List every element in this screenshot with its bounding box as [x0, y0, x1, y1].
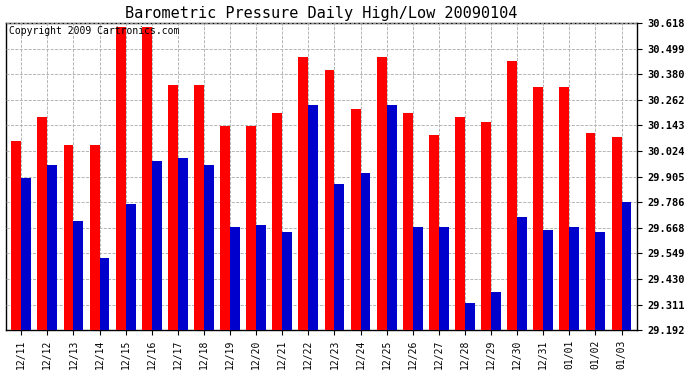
Bar — [429, 135, 439, 330]
Bar — [168, 85, 178, 330]
Bar — [99, 258, 110, 330]
Bar — [403, 113, 413, 330]
Bar — [282, 232, 292, 330]
Bar — [439, 227, 449, 330]
Bar — [230, 227, 240, 330]
Bar — [246, 126, 256, 330]
Bar — [298, 57, 308, 330]
Bar — [543, 230, 553, 330]
Bar — [517, 217, 527, 330]
Bar — [413, 227, 423, 330]
Bar — [21, 178, 31, 330]
Bar — [465, 303, 475, 330]
Bar — [560, 87, 569, 330]
Text: Copyright 2009 Cartronics.com: Copyright 2009 Cartronics.com — [9, 26, 179, 36]
Bar — [220, 126, 230, 330]
Bar — [377, 57, 386, 330]
Bar — [335, 184, 344, 330]
Bar — [386, 105, 397, 330]
Bar — [126, 204, 135, 330]
Bar — [595, 232, 605, 330]
Bar — [256, 225, 266, 330]
Bar — [622, 201, 631, 330]
Bar — [273, 113, 282, 330]
Bar — [308, 105, 318, 330]
Bar — [152, 160, 161, 330]
Bar — [116, 27, 126, 330]
Bar — [48, 165, 57, 330]
Bar — [194, 85, 204, 330]
Bar — [142, 27, 152, 330]
Bar — [63, 146, 73, 330]
Bar — [533, 87, 543, 330]
Bar — [11, 141, 21, 330]
Bar — [204, 165, 214, 330]
Bar — [178, 158, 188, 330]
Bar — [611, 137, 622, 330]
Bar — [73, 221, 83, 330]
Bar — [491, 292, 501, 330]
Bar — [586, 132, 595, 330]
Bar — [37, 117, 48, 330]
Bar — [569, 227, 580, 330]
Bar — [481, 122, 491, 330]
Bar — [324, 70, 335, 330]
Bar — [507, 62, 517, 330]
Bar — [351, 109, 361, 330]
Bar — [361, 174, 371, 330]
Bar — [90, 146, 99, 330]
Bar — [455, 117, 465, 330]
Title: Barometric Pressure Daily High/Low 20090104: Barometric Pressure Daily High/Low 20090… — [125, 6, 518, 21]
